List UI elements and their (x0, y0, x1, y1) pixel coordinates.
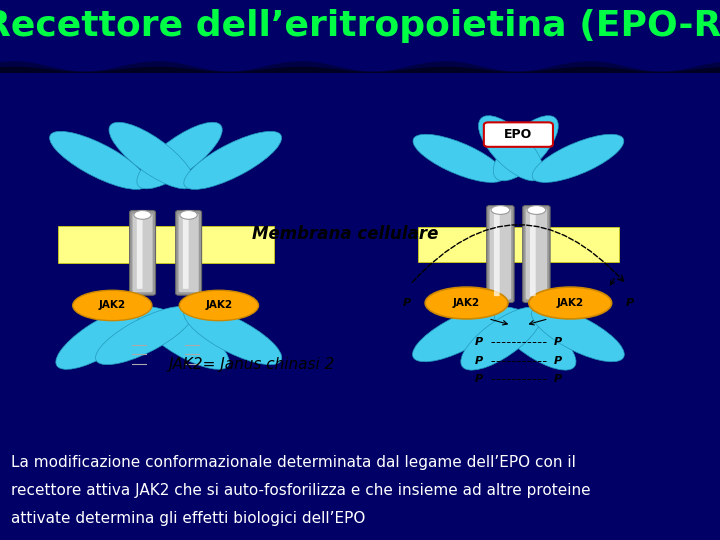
Text: P: P (402, 298, 411, 308)
FancyBboxPatch shape (523, 206, 550, 302)
Ellipse shape (413, 134, 505, 183)
Ellipse shape (527, 206, 546, 214)
FancyBboxPatch shape (179, 213, 199, 292)
Ellipse shape (495, 307, 576, 370)
Text: P: P (474, 374, 483, 384)
FancyBboxPatch shape (176, 211, 202, 295)
Text: P: P (626, 298, 634, 308)
FancyBboxPatch shape (530, 212, 536, 296)
FancyArrowPatch shape (413, 225, 624, 282)
Bar (58, 226, 274, 263)
Ellipse shape (138, 307, 229, 369)
Ellipse shape (137, 122, 222, 189)
Ellipse shape (180, 211, 197, 219)
Ellipse shape (184, 306, 282, 364)
FancyBboxPatch shape (494, 212, 500, 296)
Text: JAK2: JAK2 (99, 300, 126, 310)
Ellipse shape (96, 306, 194, 364)
Ellipse shape (531, 306, 624, 362)
Text: JAK2= Janus chinasi 2: JAK2= Janus chinasi 2 (168, 357, 336, 372)
FancyBboxPatch shape (130, 211, 156, 295)
Ellipse shape (109, 122, 194, 189)
FancyBboxPatch shape (526, 208, 547, 300)
Text: attivate determina gli effetti biologici dell’EPO: attivate determina gli effetti biologici… (11, 510, 365, 525)
Ellipse shape (426, 287, 508, 319)
Ellipse shape (134, 211, 151, 219)
Text: Membrana cellulare: Membrana cellulare (253, 226, 438, 244)
Ellipse shape (73, 291, 152, 321)
Ellipse shape (56, 307, 148, 369)
Text: JAK2: JAK2 (453, 298, 480, 308)
Bar (418, 227, 619, 262)
Text: P: P (554, 337, 562, 347)
FancyArrowPatch shape (611, 279, 615, 285)
FancyBboxPatch shape (137, 217, 143, 289)
FancyArrowPatch shape (529, 320, 546, 325)
Text: JAK2: JAK2 (557, 298, 584, 308)
Ellipse shape (479, 116, 544, 181)
Ellipse shape (184, 131, 282, 190)
Ellipse shape (50, 131, 148, 190)
FancyBboxPatch shape (132, 213, 153, 292)
FancyBboxPatch shape (183, 217, 189, 289)
Text: La modificazione conformazionale determinata dal legame dell’EPO con il: La modificazione conformazionale determi… (11, 455, 576, 470)
Ellipse shape (493, 116, 558, 181)
Text: recettore attiva JAK2 che si auto-fosforilizza e che insieme ad altre proteine: recettore attiva JAK2 che si auto-fosfor… (11, 483, 590, 497)
Ellipse shape (413, 306, 505, 362)
Ellipse shape (491, 206, 510, 214)
Text: P: P (554, 374, 562, 384)
FancyBboxPatch shape (490, 208, 511, 300)
FancyArrowPatch shape (491, 320, 508, 325)
Ellipse shape (532, 134, 624, 183)
Ellipse shape (461, 307, 542, 370)
Text: EPO: EPO (504, 128, 533, 141)
Ellipse shape (528, 287, 612, 319)
Ellipse shape (179, 291, 258, 321)
Text: P: P (554, 356, 562, 366)
FancyBboxPatch shape (484, 123, 553, 147)
Text: P: P (474, 356, 483, 366)
Text: P: P (474, 337, 483, 347)
FancyBboxPatch shape (487, 206, 514, 302)
Text: JAK2: JAK2 (205, 300, 233, 310)
Text: Recettore dell’eritropoietina (EPO-R): Recettore dell’eritropoietina (EPO-R) (0, 9, 720, 43)
